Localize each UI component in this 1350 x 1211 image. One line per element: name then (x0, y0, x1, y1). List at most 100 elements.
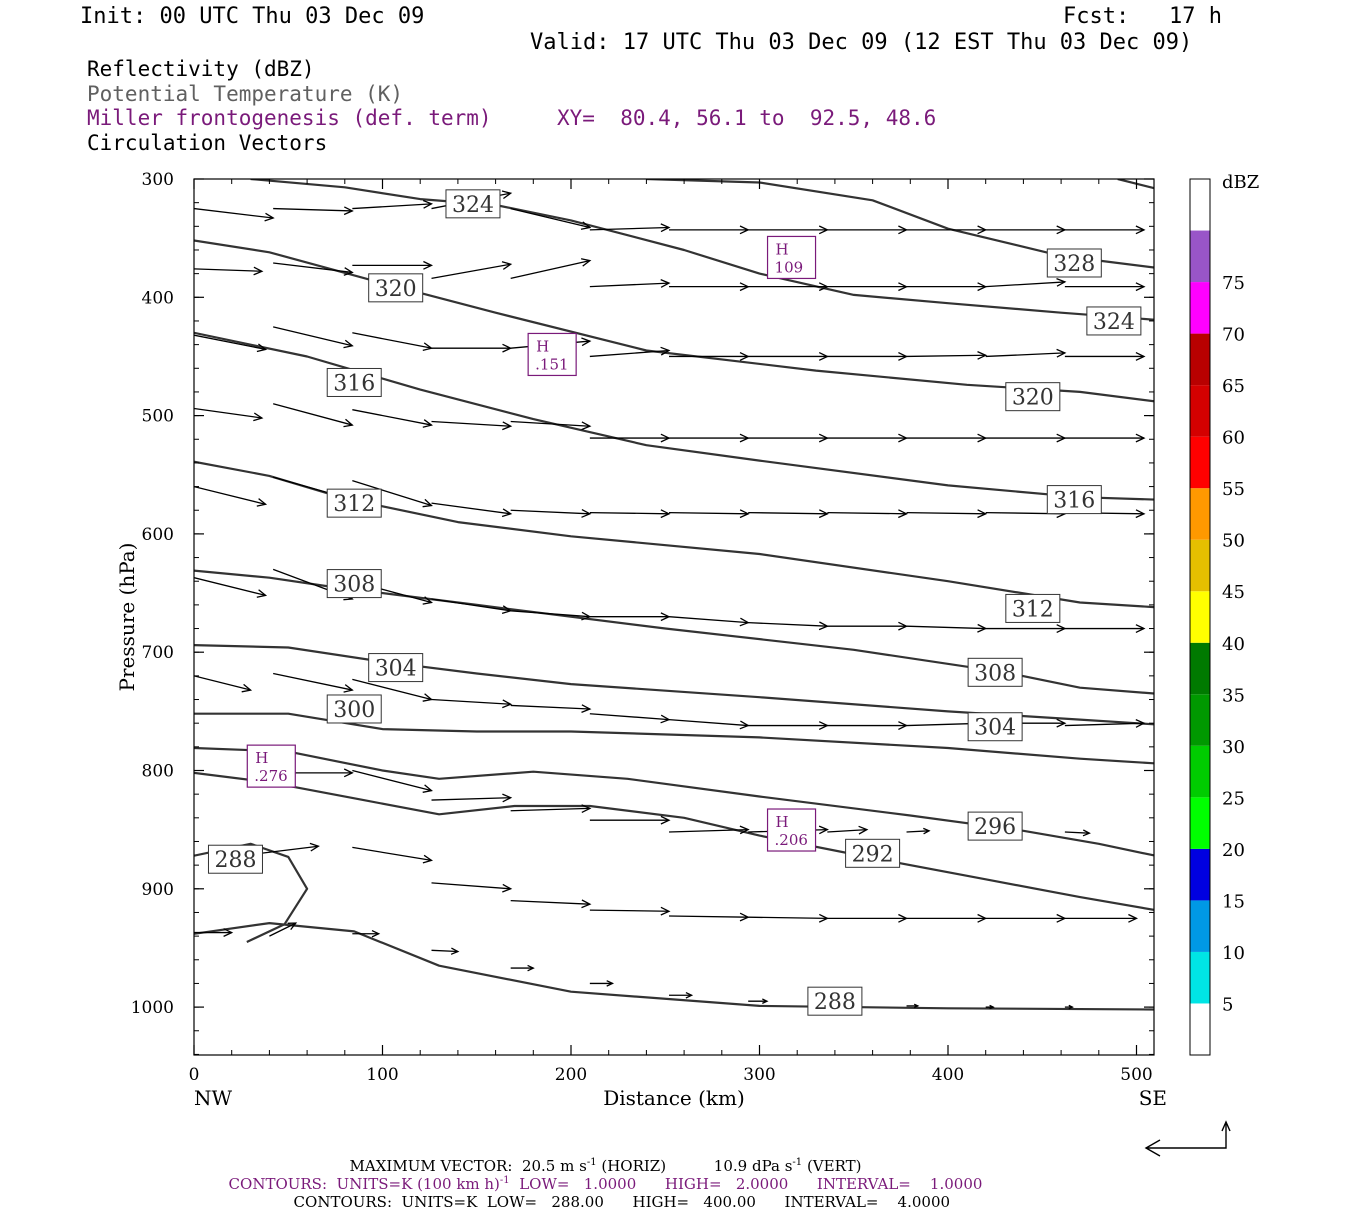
circulation-vector (827, 433, 909, 443)
y-tick-label: 500 (142, 407, 174, 427)
circulation-vector (431, 420, 513, 431)
circulation-vector (510, 420, 592, 431)
max-label: H (255, 749, 268, 767)
svg-text:316: 316 (1053, 489, 1095, 514)
colorbar-segment (1190, 436, 1210, 489)
circulation-vector (1064, 913, 1139, 923)
colorbar-segment (1190, 1003, 1210, 1055)
max-label: H (776, 813, 789, 831)
svg-text:324: 324 (1093, 310, 1135, 335)
x-end-label-se: SE (1139, 1086, 1167, 1110)
circulation-vector (906, 282, 988, 292)
circulation-vector (985, 1004, 995, 1010)
circulation-vector (510, 899, 592, 909)
circulation-vector (1064, 1004, 1074, 1010)
circulation-vector (1064, 282, 1146, 292)
circulation-vector (985, 277, 1067, 288)
theta-label-320: 320 (1005, 382, 1061, 412)
svg-text:304: 304 (375, 657, 417, 682)
circulation-vector (748, 509, 829, 519)
circulation-vector (510, 964, 535, 972)
contours2-interval: INTERVAL= 4.0000 (784, 1193, 951, 1211)
theta-label-316: 316 (1046, 485, 1102, 515)
svg-text:308: 308 (974, 661, 1016, 686)
circulation-vector (273, 672, 354, 693)
max-value: 109 (775, 258, 804, 276)
theta-label-288: 288 (207, 844, 263, 874)
colorbar-segment (1190, 745, 1210, 798)
circulation-vector (194, 407, 264, 422)
max-vector-info: MAXIMUM VECTOR: 20.5 m s-1 (HORIZ) 10.9 … (340, 1139, 862, 1175)
max-vector-vert-unit: dPa s (751, 1157, 793, 1175)
colorbar-segment (1190, 642, 1210, 695)
max-vector-label: MAXIMUM VECTOR: (349, 1157, 513, 1175)
max-vector-vert-value: 10.9 (713, 1157, 748, 1175)
legend-frontogenesis: Miller frontogenesis (def. term) (87, 106, 492, 130)
contours1-high: HIGH= 2.0000 (664, 1175, 789, 1193)
svg-text:316: 316 (333, 371, 375, 396)
circulation-vector (589, 980, 615, 987)
circulation-vector (431, 882, 513, 893)
circulation-vector (748, 225, 829, 235)
theta-label-320: 320 (368, 273, 424, 303)
circulation-vector (906, 1003, 920, 1009)
reference-vector-icon (1144, 1120, 1231, 1157)
circulation-vector (510, 258, 592, 280)
colorbar-segment (1190, 951, 1210, 1004)
circulation-vector (748, 433, 829, 443)
circulation-vector (827, 225, 909, 235)
legend-potential-temperature: Potential Temperature (K) (87, 82, 404, 106)
colorbar-label: 40 (1222, 634, 1245, 655)
theta-label-312: 312 (1005, 593, 1061, 623)
circulation-vector (589, 815, 671, 825)
circulation-vector (431, 698, 513, 709)
circulation-vector (431, 343, 513, 353)
x-tick-label: 500 (1120, 1065, 1152, 1085)
y-tick-label: 700 (142, 643, 174, 663)
circulation-vector (352, 769, 433, 793)
circulation-vector (985, 225, 1067, 235)
circulation-vector (827, 825, 869, 835)
circulation-vector (352, 199, 434, 210)
colorbar-segment (1190, 333, 1210, 386)
contours2-prefix: CONTOURS: UNITS=K LOW= 288.00 (293, 1193, 604, 1211)
circulation-vector (510, 804, 592, 813)
colorbar-label: 70 (1222, 325, 1245, 346)
circulation-vector (669, 825, 750, 835)
circulation-vector (273, 403, 354, 428)
circulation-vector (669, 225, 750, 235)
y-tick-label: 800 (142, 762, 174, 782)
theta-label-304: 304 (967, 712, 1023, 742)
circulation-vector (1064, 719, 1146, 728)
y-tick-label: 1000 (131, 998, 174, 1018)
circulation-vector (906, 623, 988, 633)
theta-label-300: 300 (326, 694, 382, 724)
circulation-vector (985, 348, 1067, 358)
max-vector-horiz-tag: (HORIZ) (601, 1157, 667, 1175)
circulation-vector (589, 223, 671, 233)
svg-text:288: 288 (814, 990, 856, 1015)
circulation-vector (748, 913, 829, 923)
theta-contour-316 (194, 331, 1154, 501)
colorbar-label: 15 (1222, 891, 1245, 912)
plot-frame (193, 178, 1155, 1056)
circulation-vector (906, 509, 988, 519)
colorbar-label: 10 (1222, 943, 1245, 964)
colorbar-label: 65 (1222, 376, 1245, 397)
circulation-vector (194, 675, 253, 693)
theta-contour-292 (194, 771, 1154, 911)
circulation-vector (906, 913, 988, 923)
circulation-vector (269, 922, 298, 937)
circulation-vector (352, 332, 434, 352)
circulation-vector (906, 827, 931, 835)
circulation-vector (431, 598, 513, 615)
circulation-vector (352, 930, 381, 938)
x-end-label-nw: NW (194, 1086, 233, 1110)
colorbar-segment (1190, 488, 1210, 540)
circulation-vector (589, 433, 671, 443)
x-tick-label: 0 (189, 1065, 200, 1085)
circulation-vector (668, 616, 750, 627)
circulation-vector (589, 713, 671, 724)
frontogenesis-max: H.206 (766, 808, 817, 852)
colorbar-frame (1189, 178, 1211, 1056)
